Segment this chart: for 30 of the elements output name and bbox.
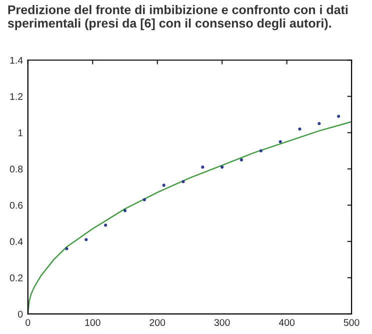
point (182, 180, 185, 184)
x-tick-label: 300 (214, 319, 230, 326)
y-tick-label: 1 (18, 129, 23, 136)
x-tick-label: 200 (150, 319, 166, 326)
y-tick-label: 0.2 (10, 274, 23, 282)
x-tick-label: 400 (278, 319, 295, 326)
point (104, 224, 108, 227)
point (123, 209, 127, 212)
y-tick-label: 1.2 (10, 93, 23, 100)
point (65, 247, 68, 250)
point (162, 184, 166, 187)
point (240, 158, 244, 162)
y-tick-label: 0.4 (10, 238, 23, 246)
point (142, 198, 146, 202)
chart-title: Predizione del fronte di imbibizione e confronto con i dati sperimentali (presi da [6] con il consenso degli autori). (8, 5, 348, 30)
point (84, 238, 88, 242)
point (278, 140, 282, 144)
y-tick-label: 0 (18, 310, 23, 318)
x-tick-label: 500 (344, 319, 360, 326)
x-tick-label: 0 (26, 319, 30, 326)
y-tick-label: 1.4 (10, 56, 23, 64)
point (298, 127, 302, 131)
point (337, 114, 340, 118)
y-tick-label: 0.8 (10, 166, 23, 173)
point (220, 166, 224, 169)
point (259, 149, 262, 152)
point (318, 122, 321, 126)
x-tick-label: 100 (85, 319, 100, 326)
point (201, 166, 204, 169)
y-tick-label: 0.6 (10, 202, 23, 209)
